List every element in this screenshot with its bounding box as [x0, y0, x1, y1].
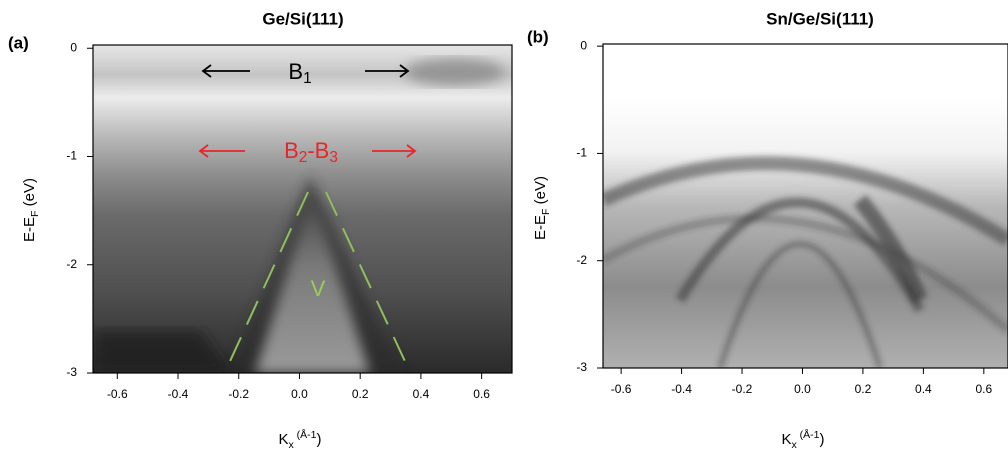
x-axis-label: Kx (Å-1): [278, 428, 321, 451]
x-tick-label: 0.0: [794, 382, 811, 396]
text-part: (Å: [294, 428, 307, 441]
x-tick-label: 0.0: [291, 387, 308, 401]
x-tick-label: -0.2: [732, 382, 753, 396]
y-tick-label: 0: [70, 40, 77, 54]
text-part: ): [317, 431, 322, 448]
x-tick-label: -0.2: [228, 387, 249, 401]
panel-label: (a): [8, 33, 29, 52]
x-tick-label: 0.6: [473, 387, 490, 401]
text-part: E-E: [532, 215, 549, 240]
text-part: B: [284, 138, 299, 163]
y-tick-label: -2: [66, 257, 77, 271]
text-part: V: [311, 276, 326, 301]
x-tick-label: 0.2: [352, 387, 369, 401]
x-tick-label: -0.6: [107, 387, 128, 401]
text-part: 3: [329, 149, 338, 166]
y-axis-label: E-EF (eV): [532, 176, 552, 240]
plot-frame: [602, 43, 1008, 369]
text-part: x: [792, 439, 798, 451]
text-part: (Å: [797, 428, 810, 441]
plot-frame: [92, 44, 513, 374]
y-tick-label: 0: [580, 38, 587, 52]
x-tick-label: 0.4: [915, 382, 932, 396]
text-part: -1: [810, 429, 819, 441]
text-part: x: [289, 439, 295, 451]
y-axis-label: E-EF (eV): [21, 178, 41, 242]
y-tick-label: -2: [576, 253, 587, 267]
text-part: F: [540, 209, 552, 215]
x-tick-label: -0.4: [671, 382, 692, 396]
spectrum-image-b: [603, 98, 1008, 368]
text-part: 1: [303, 70, 312, 87]
x-tick-label: 0.6: [975, 382, 992, 396]
text-part: B: [288, 59, 303, 84]
x-tick-label: 0.2: [855, 382, 872, 396]
text-part: 2: [299, 149, 308, 166]
spectrum-image-a: [93, 45, 512, 373]
text-part: (eV): [532, 176, 549, 209]
annotation: V: [311, 276, 326, 301]
text-part: E-E: [21, 217, 38, 242]
chart-title: Ge/Si(111): [262, 9, 343, 28]
x-tick-label: 0.4: [413, 387, 430, 401]
panel-label: (b): [527, 27, 549, 46]
text-part: (eV): [21, 178, 38, 211]
y-tick-label: -1: [576, 146, 587, 160]
x-tick-label: -0.6: [611, 382, 632, 396]
x-axis-label: Kx (Å-1): [781, 428, 824, 451]
annotation: B2-B3: [284, 138, 338, 166]
chart-title: Sn/Ge/Si(111): [766, 9, 874, 28]
annotation: B1: [288, 59, 311, 87]
text-part: -1: [307, 429, 316, 441]
text-part: ): [820, 431, 825, 448]
x-tick-label: -0.4: [168, 387, 189, 401]
y-tick-label: -3: [576, 360, 587, 374]
arrows: [198, 64, 417, 158]
text-part: F: [29, 211, 41, 217]
text-part: K: [278, 431, 288, 448]
y-tick-label: -3: [66, 365, 77, 379]
y-tick-label: -1: [66, 149, 77, 163]
text-part: -B: [307, 138, 329, 163]
text-part: K: [781, 431, 791, 448]
